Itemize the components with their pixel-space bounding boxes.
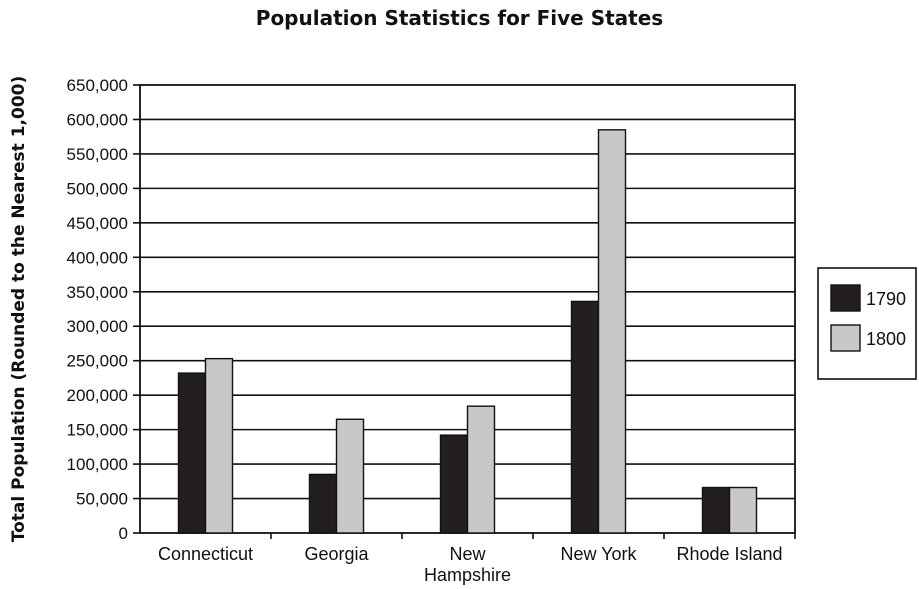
y-tick-label: 600,000	[67, 110, 128, 129]
bar-1790	[570, 300, 600, 534]
bar-1800	[466, 405, 496, 534]
y-tick-label: 150,000	[67, 421, 128, 440]
y-tick-label: 550,000	[67, 145, 128, 164]
bar-1800	[597, 129, 627, 534]
y-tick-label: 50,000	[76, 490, 128, 509]
y-tick-label: 400,000	[67, 248, 128, 267]
legend-swatch-1790	[830, 284, 861, 312]
y-tick-label: 350,000	[67, 283, 128, 302]
y-tick-label: 100,000	[67, 455, 128, 474]
bar-1790	[177, 372, 207, 534]
y-tick-label: 650,000	[67, 76, 128, 95]
bar-1790	[308, 473, 338, 534]
legend-label-1800: 1800	[866, 329, 906, 349]
bar-1790	[701, 486, 731, 534]
bar-1800	[728, 486, 758, 534]
y-tick-label: 300,000	[67, 317, 128, 336]
x-tick-label: Connecticut	[158, 544, 253, 564]
x-tick-label: New York	[560, 544, 637, 564]
legend-label-1790: 1790	[866, 289, 906, 309]
bar-1800	[335, 418, 365, 534]
bar-1800	[204, 357, 234, 534]
y-tick-label: 450,000	[67, 214, 128, 233]
bar-1790	[439, 434, 469, 534]
chart-title: Population Statistics for Five States	[255, 6, 664, 30]
y-tick-label: 500,000	[67, 179, 128, 198]
y-tick-label: 0	[119, 524, 128, 543]
y-axis-label: Total Population (Rounded to the Nearest…	[9, 76, 29, 543]
y-tick-label: 200,000	[67, 386, 128, 405]
y-tick-label: 250,000	[67, 352, 128, 371]
x-tick-label: Georgia	[304, 544, 369, 564]
x-tick-label: Rhode Island	[676, 544, 782, 564]
x-tick-label: New Hampshire	[424, 544, 511, 585]
legend-swatch-1800	[830, 324, 861, 352]
